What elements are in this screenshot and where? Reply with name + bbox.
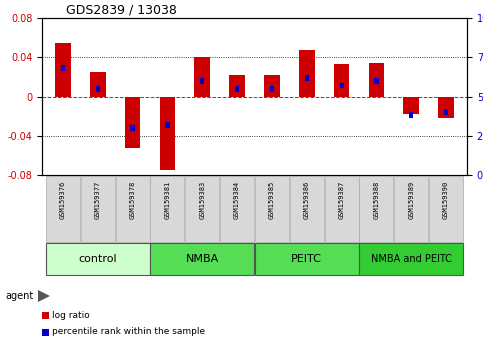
Bar [235, 86, 239, 92]
Bar [150, 243, 254, 275]
Bar [334, 64, 349, 97]
Bar [200, 78, 204, 84]
Text: percentile rank within the sample: percentile rank within the sample [52, 327, 205, 337]
Bar [165, 122, 170, 128]
Bar [290, 176, 324, 242]
Bar [42, 312, 49, 319]
Text: GSM159385: GSM159385 [269, 181, 275, 219]
Text: GSM159388: GSM159388 [373, 181, 380, 219]
Text: NMBA: NMBA [185, 254, 219, 264]
Bar [444, 109, 448, 115]
Text: GSM159384: GSM159384 [234, 181, 240, 219]
Bar [359, 176, 394, 242]
Bar [229, 75, 245, 97]
Bar [409, 113, 413, 118]
Bar [42, 329, 49, 336]
Text: NMBA and PEITC: NMBA and PEITC [371, 254, 452, 264]
Text: GSM159376: GSM159376 [60, 181, 66, 219]
Text: agent: agent [5, 291, 33, 301]
Bar [325, 176, 359, 242]
Bar [61, 65, 65, 71]
Text: GSM159387: GSM159387 [339, 181, 344, 219]
Bar [159, 97, 175, 170]
Bar [130, 125, 135, 131]
Bar [150, 176, 185, 242]
Text: PEITC: PEITC [291, 254, 322, 264]
Bar [270, 86, 274, 92]
Bar [340, 82, 344, 88]
Bar [220, 176, 254, 242]
Text: GDS2839 / 13038: GDS2839 / 13038 [66, 3, 177, 16]
Text: GSM159381: GSM159381 [164, 181, 170, 219]
Polygon shape [38, 290, 50, 302]
Bar [185, 176, 219, 242]
Bar [359, 243, 463, 275]
Bar [46, 176, 80, 242]
Bar [394, 176, 428, 242]
Bar [403, 97, 419, 114]
Bar [255, 176, 289, 242]
Text: GSM159389: GSM159389 [408, 181, 414, 219]
Bar [46, 243, 150, 275]
Bar [374, 78, 379, 84]
Bar [438, 97, 454, 118]
Bar [299, 50, 314, 97]
Text: GSM159386: GSM159386 [304, 181, 310, 219]
Text: GSM159390: GSM159390 [443, 181, 449, 219]
Bar [429, 176, 463, 242]
Bar [125, 97, 141, 148]
Bar [264, 75, 280, 97]
Text: control: control [78, 254, 117, 264]
Bar [90, 72, 106, 97]
Bar [195, 57, 210, 97]
Bar [55, 42, 71, 97]
Bar [255, 243, 359, 275]
Bar [81, 176, 115, 242]
Bar [115, 176, 150, 242]
Bar [96, 86, 100, 92]
Text: log ratio: log ratio [52, 310, 90, 320]
Bar [369, 63, 384, 97]
Text: GSM159383: GSM159383 [199, 181, 205, 219]
Text: GSM159378: GSM159378 [129, 181, 136, 219]
Text: GSM159377: GSM159377 [95, 181, 101, 219]
Bar [305, 75, 309, 81]
